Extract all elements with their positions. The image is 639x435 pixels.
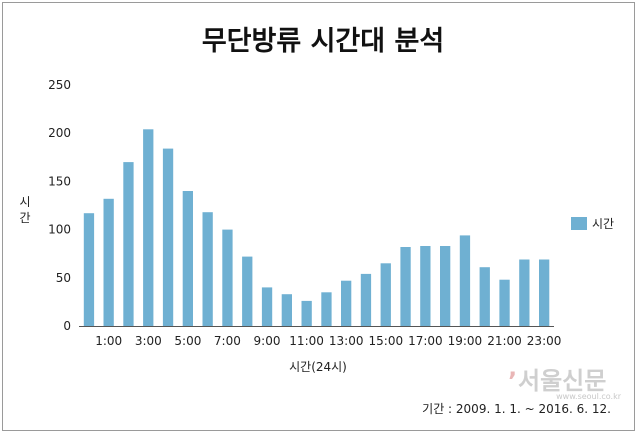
legend-label: 시간 — [592, 217, 614, 231]
bar — [420, 246, 431, 326]
bar — [301, 300, 312, 326]
bar — [281, 294, 292, 326]
watermark-logo: ’ 서울신문 www.seoul.co.kr — [508, 367, 622, 401]
bar — [242, 256, 253, 326]
watermark-url: www.seoul.co.kr — [556, 392, 622, 401]
y-tick-label: 200 — [48, 126, 71, 140]
y-axis-label: 시간 — [19, 195, 30, 225]
x-tick-label: 1:00 — [95, 334, 122, 348]
y-tick-label: 0 — [63, 319, 71, 333]
bar — [400, 247, 411, 326]
bar — [222, 229, 233, 326]
x-tick-label: 7:00 — [214, 334, 241, 348]
x-tick-label: 3:00 — [135, 334, 162, 348]
bar — [479, 267, 490, 326]
bar — [459, 235, 471, 326]
x-tick-label: 5:00 — [174, 334, 201, 348]
bar — [103, 198, 114, 326]
y-axis-ticks: 0 50 100 150 200 250 — [48, 78, 71, 333]
x-tick-label: 15:00 — [369, 334, 404, 348]
y-axis-label-char: 시 — [19, 195, 30, 209]
bar — [499, 279, 510, 326]
bar — [202, 212, 213, 326]
x-tick-label: 13:00 — [329, 334, 364, 348]
y-tick-label: 50 — [56, 271, 71, 285]
y-tick-label: 150 — [48, 174, 71, 188]
bar — [519, 259, 530, 326]
bar — [123, 162, 134, 326]
watermark-mark: ’ — [508, 367, 517, 395]
bar — [261, 287, 273, 326]
bar — [440, 246, 451, 326]
bar — [539, 259, 550, 326]
legend-swatch — [571, 217, 587, 230]
x-tick-label: 23:00 — [527, 334, 562, 348]
y-axis-label-char: 간 — [19, 211, 30, 225]
x-axis-ticks: 1:00 3:00 5:00 7:00 9:00 11:00 13:00 15:00 17:00… — [95, 334, 561, 348]
x-tick-label: 9:00 — [254, 334, 281, 348]
bar — [360, 273, 372, 326]
bars — [83, 129, 550, 326]
x-tick-label: 17:00 — [408, 334, 443, 348]
x-tick-label: 11:00 — [289, 334, 324, 348]
watermark-name: 서울신문 — [518, 367, 606, 395]
x-axis-label: 시간(24시) — [289, 360, 347, 374]
period-text: 기간 : 2009. 1. 1. ~ 2016. 6. 12. — [422, 402, 611, 416]
bar — [162, 148, 174, 326]
x-tick-label: 19:00 — [448, 334, 483, 348]
bar — [143, 129, 154, 326]
y-tick-label: 100 — [48, 223, 71, 237]
bar — [321, 292, 332, 326]
bar — [341, 280, 352, 326]
chart-title: 무단방류 시간대 분석 — [202, 26, 444, 57]
bar — [380, 263, 391, 326]
legend: 시간 — [571, 217, 614, 231]
x-tick-label: 21:00 — [487, 334, 522, 348]
y-tick-label: 250 — [48, 78, 71, 92]
bar — [83, 213, 95, 326]
bar-chart: 무단방류 시간대 분석 시간 0 50 100 150 200 250 1:00 3:00 5… — [19, 26, 622, 416]
bar — [182, 191, 193, 326]
